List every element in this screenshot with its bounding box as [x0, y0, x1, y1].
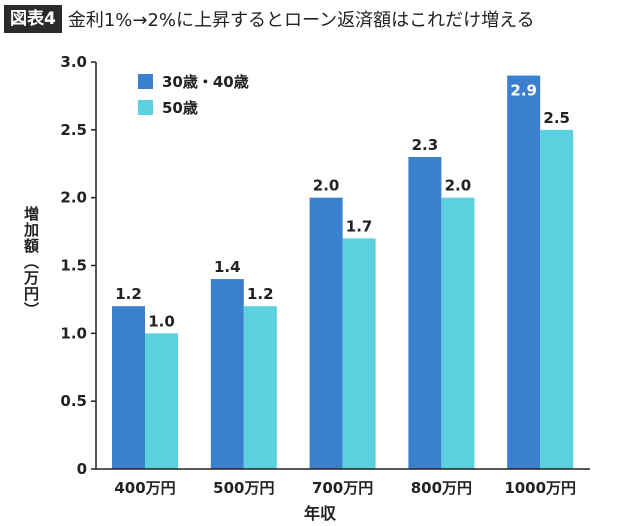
data-label: 2.5 — [543, 109, 570, 127]
y-axis: 0 0.5 1.0 1.5 2.0 2.5 3.0 — [60, 53, 97, 478]
x-tick-label: 800万円 — [411, 479, 472, 497]
data-label: 2.0 — [445, 177, 472, 195]
y-tick-label: 1.0 — [60, 324, 87, 342]
bar — [408, 156, 442, 469]
x-axis-label: 年収 — [303, 504, 336, 523]
legend: 30歳・40歳 50歳 — [138, 73, 249, 117]
x-tick-label: 400万円 — [114, 479, 175, 497]
x-axis: 400万円 500万円 700万円 800万円 1000万円 — [96, 468, 590, 497]
y-tick-label: 2.5 — [60, 121, 87, 139]
legend-label: 30歳・40歳 — [162, 73, 249, 91]
y-tick-label: 1.5 — [60, 257, 87, 275]
bar — [342, 238, 376, 469]
data-label: 1.4 — [214, 258, 241, 276]
y-tick-label: 0 — [77, 460, 87, 478]
bar — [309, 197, 343, 469]
data-label: 2.9 — [510, 82, 537, 100]
bars — [112, 75, 574, 470]
data-label: 1.7 — [346, 217, 373, 235]
y-tick-label: 0.5 — [60, 392, 87, 410]
legend-label: 50歳 — [162, 99, 198, 117]
data-label: 1.2 — [247, 285, 274, 303]
data-label: 1.2 — [115, 285, 142, 303]
chart-header: 図表4 金利1%→2%に上昇するとローン返済額はこれだけ増える — [4, 4, 535, 34]
bar — [441, 197, 475, 469]
bar — [145, 333, 178, 469]
legend-swatch — [138, 100, 153, 115]
bar — [243, 306, 277, 469]
x-tick-label: 700万円 — [312, 479, 373, 497]
y-tick-label: 2.0 — [60, 189, 87, 207]
y-axis-label: 増加額（万円） — [22, 206, 40, 318]
x-tick-label: 1000万円 — [504, 479, 576, 497]
x-tick-label: 500万円 — [213, 479, 274, 497]
y-tick-label: 3.0 — [60, 53, 87, 71]
data-label: 2.3 — [412, 136, 439, 154]
bar — [210, 279, 244, 469]
chart-title: 金利1%→2%に上昇するとローン返済額はこれだけ増える — [67, 10, 535, 31]
data-label: 1.0 — [148, 312, 175, 330]
data-label: 2.0 — [313, 177, 340, 195]
bar — [540, 129, 574, 470]
bar — [507, 75, 541, 470]
value-labels: 1.2 1.0 1.4 1.2 2.0 1.7 2.3 2.0 2.9 2.5 — [115, 82, 570, 331]
bar — [112, 306, 145, 469]
figure-badge: 図表4 — [4, 5, 62, 33]
legend-swatch — [138, 74, 153, 89]
